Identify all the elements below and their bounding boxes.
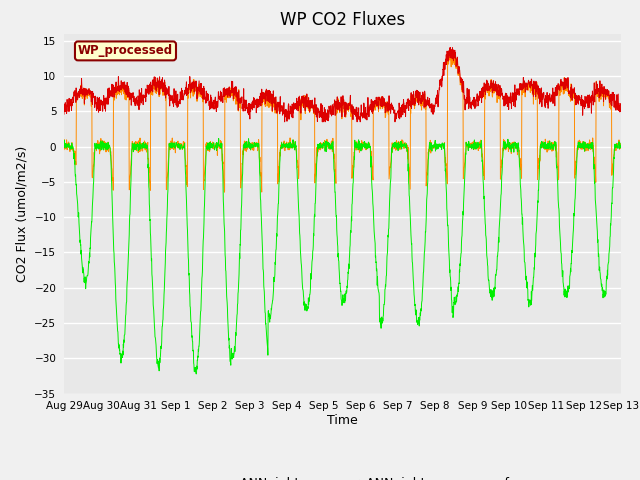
gpp_ANNnight — [193, 371, 200, 377]
Legend: gpp_ANNnight, er_ANNnight, wc_gf: gpp_ANNnight, er_ANNnight, wc_gf — [170, 472, 515, 480]
gpp_ANNnight — [617, 145, 625, 151]
wc_gf — [60, 147, 68, 153]
gpp_ANNnight — [216, 144, 223, 149]
gpp_ANNnight — [584, 143, 591, 149]
Line: gpp_ANNnight: gpp_ANNnight — [64, 139, 621, 374]
er_ANNnight — [568, 88, 575, 94]
wc_gf — [584, 144, 591, 150]
Line: wc_gf: wc_gf — [64, 51, 621, 192]
gpp_ANNnight — [504, 144, 512, 150]
wc_gf — [617, 145, 625, 151]
er_ANNnight — [215, 96, 223, 101]
er_ANNnight — [281, 119, 289, 125]
er_ANNnight — [358, 115, 366, 121]
gpp_ANNnight — [568, 248, 575, 253]
wc_gf — [371, 105, 378, 111]
gpp_ANNnight — [359, 142, 367, 147]
er_ANNnight — [371, 104, 378, 110]
Text: WP_processed: WP_processed — [78, 44, 173, 58]
Title: WP CO2 Fluxes: WP CO2 Fluxes — [280, 11, 405, 29]
gpp_ANNnight — [371, 238, 379, 243]
wc_gf — [504, 149, 512, 155]
er_ANNnight — [617, 101, 625, 107]
er_ANNnight — [60, 111, 68, 117]
wc_gf — [215, 144, 223, 150]
Line: er_ANNnight: er_ANNnight — [64, 48, 621, 122]
gpp_ANNnight — [215, 136, 223, 142]
wc_gf — [221, 189, 228, 195]
wc_gf — [450, 48, 458, 54]
er_ANNnight — [504, 100, 512, 106]
er_ANNnight — [584, 98, 591, 104]
X-axis label: Time: Time — [327, 414, 358, 427]
er_ANNnight — [447, 45, 454, 50]
Y-axis label: CO2 Flux (umol/m2/s): CO2 Flux (umol/m2/s) — [16, 145, 29, 282]
wc_gf — [358, 147, 366, 153]
wc_gf — [568, 92, 575, 98]
gpp_ANNnight — [60, 143, 68, 149]
